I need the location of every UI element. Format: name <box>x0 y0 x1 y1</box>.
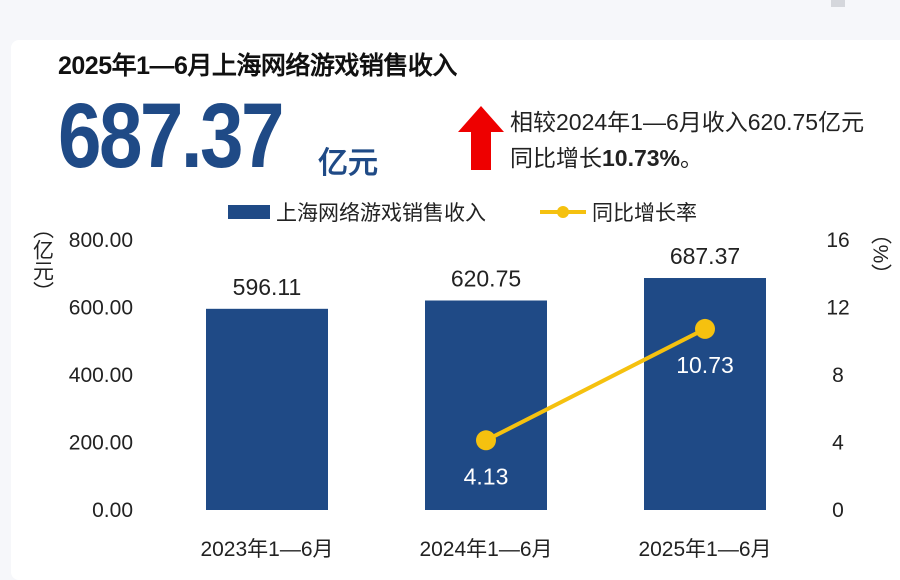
right-tick-label: 0 <box>832 499 844 522</box>
left-tick-label: 600.00 <box>69 297 133 320</box>
bar <box>206 308 328 510</box>
growth-line <box>485 327 706 443</box>
bar-value-label: 620.75 <box>451 265 521 291</box>
right-tick-label: 12 <box>826 297 849 320</box>
up-arrow-icon <box>458 106 504 170</box>
legend-bar-label: 上海网络游戏销售收入 <box>276 202 486 225</box>
x-tick-label: 2023年1—6月 <box>200 538 333 561</box>
bar <box>425 300 547 510</box>
bar-value-label: 687.37 <box>670 243 740 269</box>
left-tick-label: 400.00 <box>69 364 133 387</box>
x-tick-label: 2024年1—6月 <box>419 538 552 561</box>
right-tick-label: 4 <box>832 432 844 455</box>
bar <box>644 278 766 510</box>
comparison-suffix: 。 <box>680 145 704 171</box>
headline-unit: 亿元 <box>318 147 378 180</box>
left-tick-label: 0.00 <box>92 499 133 522</box>
growth-point <box>476 430 496 451</box>
right-axis-label: （%） <box>869 224 893 285</box>
growth-value-label: 4.13 <box>464 463 509 489</box>
growth-point <box>695 318 715 339</box>
right-tick-label: 16 <box>826 229 849 252</box>
growth-value: 10.73% <box>602 145 681 171</box>
legend-line-label: 同比增长率 <box>592 202 697 225</box>
page-title: 2025年1—6月上海网络游戏销售收入 <box>58 52 457 80</box>
comparison-line1: 相较2024年1—6月收入620.75亿元 <box>510 109 865 135</box>
bar-value-label: 596.11 <box>233 274 302 300</box>
legend-bar-swatch <box>228 205 270 219</box>
left-tick-label: 800.00 <box>69 229 133 252</box>
left-tick-label: 200.00 <box>69 432 133 455</box>
right-tick-label: 8 <box>832 364 844 387</box>
growth-value-label: 10.73 <box>676 352 734 378</box>
scrollbar-mark <box>831 0 845 7</box>
legend-line-marker <box>557 206 569 218</box>
comparison-prefix: 同比增长 <box>510 145 602 171</box>
headline-value: 687.37 <box>58 85 284 187</box>
x-tick-label: 2025年1—6月 <box>638 538 771 561</box>
comparison-text: 相较2024年1—6月收入620.75亿元 同比增长10.73%。 <box>510 104 864 176</box>
left-axis-label: （亿元） <box>31 218 55 302</box>
